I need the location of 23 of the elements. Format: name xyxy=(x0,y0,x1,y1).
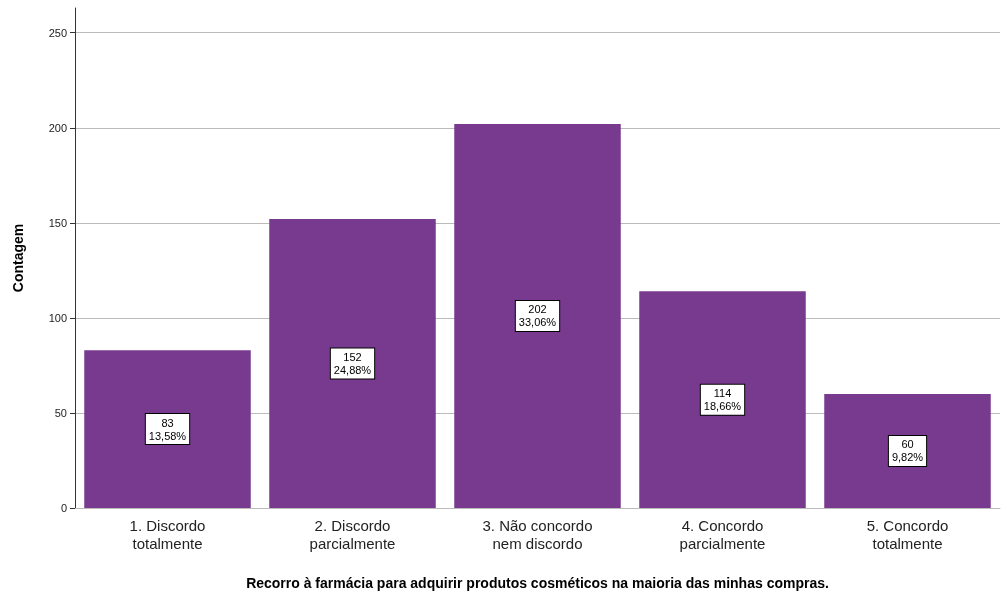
y-tick-label: 250 xyxy=(48,26,67,39)
x-axis-title: Recorro à farmácia para adquirir produtos cosméticos na maioria das minhas compras. xyxy=(246,575,829,591)
y-tick-label: 200 xyxy=(48,121,67,134)
x-tick-label: 1. Discordo totalmente xyxy=(129,516,206,552)
bar xyxy=(84,350,251,508)
y-axis-title: Contagem xyxy=(10,223,26,293)
x-tick-label: 2. Discordo parcialmente xyxy=(309,516,396,552)
data-label: 114 18,66% xyxy=(703,387,742,413)
x-tick-label: 4. Concordo parcialmente xyxy=(679,516,766,552)
bar xyxy=(454,123,621,508)
x-tick-label: 3. Não concordo nem discordo xyxy=(482,516,593,552)
data-label: 83 13,58% xyxy=(148,416,187,442)
y-tick-label: 0 xyxy=(60,502,67,514)
data-label: 60 9,82% xyxy=(891,438,924,464)
y-tick-label: 50 xyxy=(54,406,67,419)
data-label: 202 33,06% xyxy=(518,303,557,329)
x-tick-label: 5. Concordo totalmente xyxy=(866,516,949,552)
bar xyxy=(824,393,991,508)
data-label: 152 24,88% xyxy=(333,351,372,377)
y-tick-label: 150 xyxy=(48,216,67,229)
bar xyxy=(269,219,436,508)
bar xyxy=(639,291,806,508)
y-tick-label: 100 xyxy=(48,311,67,324)
